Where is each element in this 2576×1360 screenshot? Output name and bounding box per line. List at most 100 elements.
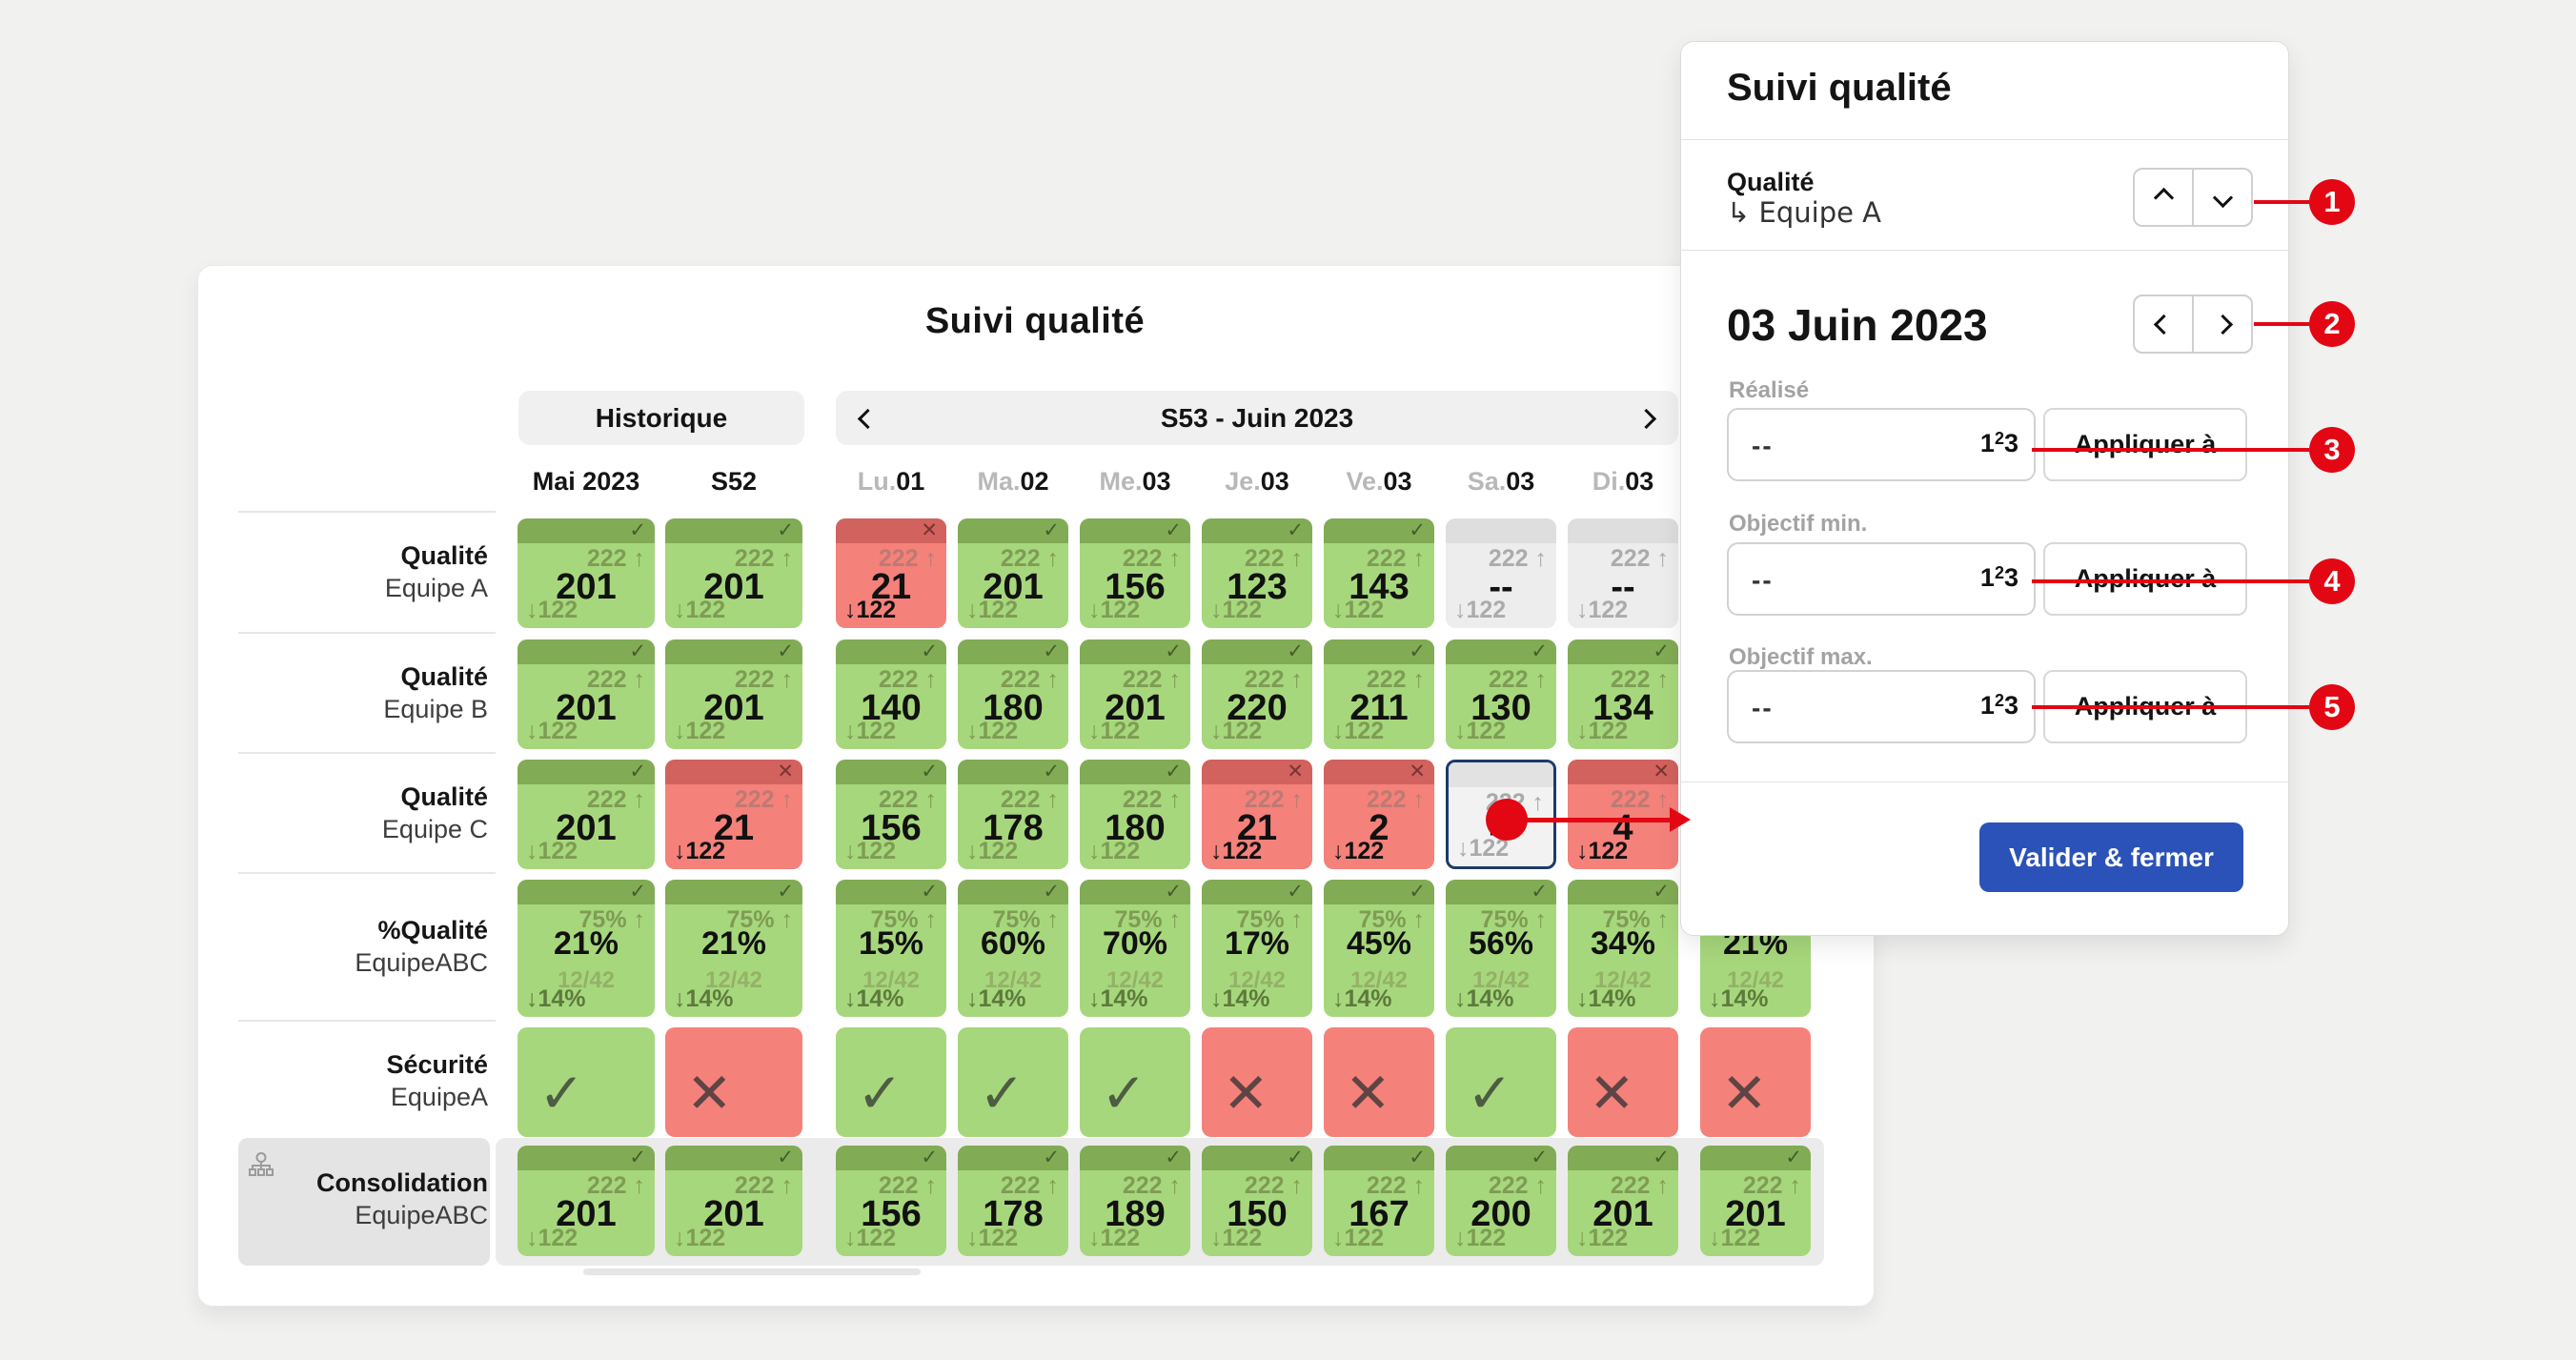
status-cell[interactable]: ✓ [958, 1027, 1068, 1137]
objectif-max-input[interactable]: -- 123 [1727, 670, 2036, 743]
annotation-badge-2: 2 [2309, 301, 2355, 347]
history-toggle[interactable]: Historique [518, 391, 804, 445]
metric-cell[interactable]: ✓ 75% ↑ 45% 12/42 ↓14% [1324, 880, 1434, 1017]
next-week-icon[interactable] [1635, 408, 1657, 430]
status-cell[interactable]: ✕ [1568, 1027, 1678, 1137]
status-cell[interactable]: ✕ [1700, 1027, 1811, 1137]
metric-cell[interactable]: ✓ 222 ↑ 201 ↓122 [1080, 639, 1190, 749]
metric-cell[interactable]: ✓ 222 ↑ 178 ↓122 [958, 760, 1068, 869]
next-day-button[interactable] [2192, 296, 2251, 352]
status-cell[interactable]: ✓ [517, 1027, 655, 1137]
metric-cell[interactable]: 222 ↑--↓122 [1568, 518, 1678, 628]
metric-cell[interactable]: ✓ 222 ↑ 201 ↓122 [665, 518, 802, 628]
validate-close-button[interactable]: Valider & fermer [1979, 822, 2243, 892]
metric-cell[interactable]: ✓ 222 ↑ 123 ↓122 [1202, 518, 1312, 628]
metric-cell[interactable]: ✕ 222 ↑ 21 ↓122 [836, 518, 946, 628]
status-cell[interactable]: ✓ [836, 1027, 946, 1137]
numeric-keypad-icon[interactable]: 123 [1979, 563, 2018, 592]
metric-cell[interactable]: ✓ 222 ↑ 201 ↓122 [517, 1146, 655, 1256]
objectif-min-input[interactable]: -- 123 [1727, 542, 2036, 616]
metric-cell[interactable]: ✓ 222 ↑ 140 ↓122 [836, 639, 946, 749]
metric-cell[interactable]: ✓ 222 ↑ 150 ↓122 [1202, 1146, 1312, 1256]
status-cell[interactable]: ✕ [1202, 1027, 1312, 1137]
cell-delta: ↓14% [526, 985, 586, 1012]
status-cell[interactable]: ✕ [665, 1027, 802, 1137]
metric-cell[interactable]: ✓ 222 ↑ 201 ↓122 [665, 639, 802, 749]
metric-cell[interactable]: ✓ 75% ↑ 21% 12/42 ↓14% [517, 880, 655, 1017]
cell-value: 201 [1592, 1194, 1653, 1234]
apply-objectif-min-button[interactable]: Appliquer à [2043, 542, 2247, 616]
cell-status-band [1446, 880, 1556, 904]
cross-icon: ✕ [1721, 1061, 1768, 1126]
metric-cell[interactable]: ✓ 222 ↑ 178 ↓122 [958, 1146, 1068, 1256]
cell-value: 201 [556, 688, 617, 728]
metric-down-button[interactable] [2192, 170, 2251, 225]
metric-up-button[interactable] [2135, 170, 2192, 225]
metric-cell[interactable]: 222 ↑--↓122 [1446, 518, 1556, 628]
metric-cell[interactable]: ✓ 222 ↑ 156 ↓122 [836, 1146, 946, 1256]
metric-cell[interactable]: ✓ 222 ↑ 167 ↓122 [1324, 1146, 1434, 1256]
cell-value: 45% [1346, 925, 1412, 962]
metric-cell[interactable]: ✕ 222 ↑ 2 ↓122 [1324, 760, 1434, 869]
metric-cell[interactable]: ✕ 222 ↑ 4 ↓122 [1568, 760, 1678, 869]
consolidation-label-pill[interactable] [238, 1138, 490, 1266]
status-cell[interactable]: ✓ [1080, 1027, 1190, 1137]
metric-cell[interactable]: ✓ 75% ↑ 60% 12/42 ↓14% [958, 880, 1068, 1017]
metric-cell[interactable]: ✓ 222 ↑ 143 ↓122 [1324, 518, 1434, 628]
cell-objective: 222 ↑ [1610, 666, 1669, 693]
metric-cell[interactable]: ✓ 222 ↑ 189 ↓122 [1080, 1146, 1190, 1256]
numeric-keypad-icon[interactable]: 123 [1979, 691, 2018, 720]
metric-cell[interactable]: ✓ 75% ↑ 15% 12/42 ↓14% [836, 880, 946, 1017]
metric-cell[interactable]: ✓ 222 ↑ 201 ↓122 [517, 639, 655, 749]
cell-objective: 222 ↑ [878, 666, 937, 693]
realise-input[interactable]: -- 123 [1727, 408, 2036, 481]
check-icon: ✓ [1165, 518, 1182, 541]
metric-cell[interactable]: ✓ 222 ↑ 134 ↓122 [1568, 639, 1678, 749]
apply-realise-button[interactable]: Appliquer à [2043, 408, 2247, 481]
metric-cell[interactable]: ✓ 222 ↑ 180 ↓122 [958, 639, 1068, 749]
cell-status-band [1202, 880, 1312, 904]
cell-delta: ↓122 [1332, 1225, 1385, 1251]
annotation-line [2254, 200, 2309, 204]
metric-cell[interactable]: ✓ 75% ↑ 17% 12/42 ↓14% [1202, 880, 1312, 1017]
status-cell[interactable]: ✕ [1324, 1027, 1434, 1137]
check-icon: ✓ [629, 639, 646, 662]
metric-cell[interactable]: ✓ 222 ↑ 211 ↓122 [1324, 639, 1434, 749]
cell-objective: 222 ↑ [1244, 786, 1303, 813]
metric-cell[interactable]: ✓ 222 ↑ 130 ↓122 [1446, 639, 1556, 749]
objectif-min-value: -- [1752, 565, 1774, 595]
cell-status-band [1080, 1146, 1190, 1170]
prev-week-icon[interactable] [857, 408, 879, 430]
metric-cell[interactable]: ✓ 222 ↑ 201 ↓122 [958, 518, 1068, 628]
check-icon: ✓ [1043, 760, 1060, 782]
check-icon: ✓ [777, 880, 794, 903]
metric-cell[interactable]: ✓ 222 ↑ 201 ↓122 [517, 518, 655, 628]
cell-delta: ↓14% [674, 985, 734, 1012]
cross-icon: ✕ [1409, 760, 1426, 782]
metric-cell[interactable]: ✓ 75% ↑ 56% 12/42 ↓14% [1446, 880, 1556, 1017]
status-cell[interactable]: ✓ [1446, 1027, 1556, 1137]
metric-cell[interactable]: ✕ 222 ↑ 21 ↓122 [1202, 760, 1312, 869]
metric-cell[interactable]: ✓ 222 ↑ 156 ↓122 [836, 760, 946, 869]
metric-cell[interactable]: ✕ 222 ↑ 21 ↓122 [665, 760, 802, 869]
metric-cell[interactable]: ✓ 222 ↑ 201 ↓122 [517, 760, 655, 869]
cell-delta: ↓122 [966, 718, 1019, 744]
metric-cell[interactable]: ✓ 75% ↑ 21% 12/42 ↓14% [665, 880, 802, 1017]
metric-cell[interactable]: ✓ 222 ↑ 201 ↓122 [665, 1146, 802, 1256]
cell-status-band [836, 760, 946, 784]
cell-objective: 222 ↑ [734, 786, 793, 813]
cell-status-band [1202, 639, 1312, 664]
prev-day-button[interactable] [2135, 296, 2192, 352]
metric-cell[interactable]: ✓ 222 ↑ 180 ↓122 [1080, 760, 1190, 869]
cell-delta: ↓122 [1088, 597, 1141, 623]
day-number: 01 [896, 467, 925, 496]
metric-cell[interactable]: ✓ 75% ↑ 34% 12/42 ↓14% [1568, 880, 1678, 1017]
metric-cell[interactable]: ✓ 222 ↑ 200 ↓122 [1446, 1146, 1556, 1256]
numeric-keypad-icon[interactable]: 123 [1979, 429, 2018, 457]
check-icon: ✓ [921, 760, 938, 782]
metric-cell[interactable]: ✓ 222 ↑ 220 ↓122 [1202, 639, 1312, 749]
metric-cell[interactable]: ✓ 222 ↑ 201 ↓122 [1568, 1146, 1678, 1256]
metric-cell[interactable]: ✓ 222 ↑ 201 ↓122 [1700, 1146, 1811, 1256]
metric-cell[interactable]: ✓ 75% ↑ 70% 12/42 ↓14% [1080, 880, 1190, 1017]
metric-cell[interactable]: ✓ 222 ↑ 156 ↓122 [1080, 518, 1190, 628]
